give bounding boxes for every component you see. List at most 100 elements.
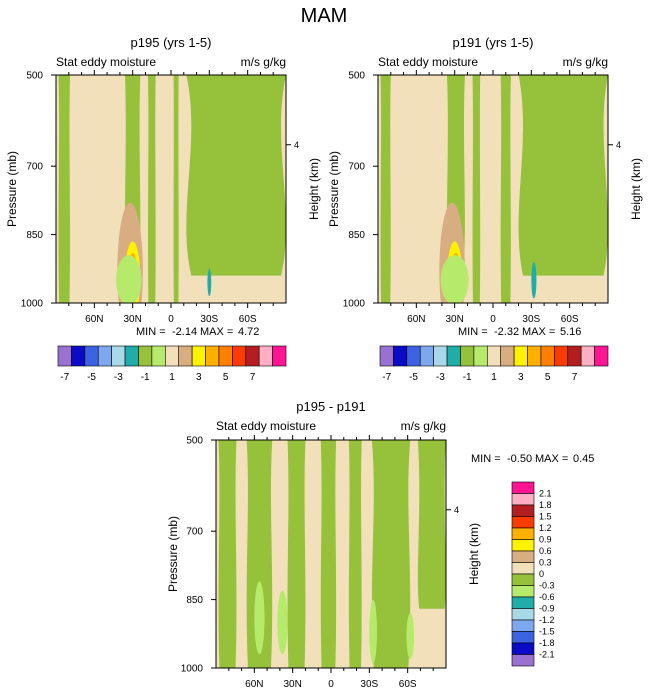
colorbar-swatch <box>511 516 535 529</box>
colorbar-label: -1.2 <box>539 615 555 625</box>
x-tick-label: 60S <box>399 679 417 690</box>
colorbar-label: -3 <box>436 372 445 383</box>
colorbar-swatch <box>511 619 535 632</box>
colorbar-swatch <box>511 573 535 586</box>
colorbar-swatch <box>419 345 434 367</box>
contour-band <box>148 75 156 303</box>
colorbar-swatch <box>511 642 535 655</box>
y-tick-label: 500 <box>26 71 43 82</box>
contour-band <box>320 440 337 668</box>
max-label: MAX = <box>200 326 233 338</box>
colorbar-difference: 2.11.8 1.51.2 0.90.6 0.30 -0.3-0.6 -0.9-1.2 -1… <box>511 481 555 667</box>
colorbar-swatch <box>486 345 502 367</box>
y-tick-label: 700 <box>348 162 365 173</box>
colorbar-swatch <box>446 345 461 367</box>
panel-p195: p195 (yrs 1-5) Stat eddy moisture m/s g/… <box>5 35 321 338</box>
colorbar-label: -3 <box>114 372 123 383</box>
x-tick-label: 30N <box>283 679 301 690</box>
colorbar-swatch <box>513 345 528 367</box>
contour-band <box>58 75 71 303</box>
height-axis-label: Height (km) <box>629 158 643 220</box>
colorbar-label: -7 <box>382 372 391 383</box>
contour-band <box>417 440 446 609</box>
panel-subtitle-right: m/s g/kg <box>563 55 608 69</box>
colorbar-swatch <box>57 345 72 367</box>
colorbar-swatch <box>111 345 126 367</box>
colorbar-label: 1 <box>491 372 497 383</box>
panel-title: p195 (yrs 1-5) <box>131 35 212 50</box>
contour-region <box>116 255 142 303</box>
colorbar-label: 3 <box>518 372 524 383</box>
x-tick-label: 60S <box>561 314 579 325</box>
x-tick-label: 30S <box>360 679 378 690</box>
colorbar-label: -2.1 <box>539 650 555 660</box>
colorbar-swatch <box>511 493 535 506</box>
contour-region <box>277 590 288 655</box>
y-tick-label: 1000 <box>21 299 44 310</box>
contour-band <box>173 75 179 303</box>
y-tick-label: 700 <box>186 527 203 538</box>
min-label: MIN = <box>471 453 501 465</box>
x-tick-label: 0 <box>328 679 334 690</box>
max-value: 4.72 <box>238 326 259 338</box>
contour-band <box>287 440 306 668</box>
colorbar-swatch <box>84 345 99 367</box>
colorbar-label: 2.1 <box>539 489 552 499</box>
colorbar-swatch <box>218 345 233 367</box>
y-axis-label: Pressure (mb) <box>5 151 19 227</box>
colorbar-swatch <box>540 345 555 367</box>
colorbar-label: 7 <box>572 372 578 383</box>
x-tick-label: 30N <box>445 314 463 325</box>
colorbar-label: 5 <box>545 372 551 383</box>
contour-plot: 60N 30N 0 30S 60S 500 700 850 1000 4 <box>21 70 299 325</box>
y-tick-label: 850 <box>186 595 203 606</box>
colorbar-swatch <box>511 631 535 644</box>
panel-subtitle-left: Stat eddy moisture <box>378 55 478 69</box>
colorbar-swatch <box>511 596 535 609</box>
max-value: 0.45 <box>573 453 594 465</box>
colorbar-swatch <box>500 345 515 367</box>
panel-subtitle-right: m/s g/kg <box>241 55 286 69</box>
min-label: MIN = <box>136 326 166 338</box>
colorbar-swatch <box>258 345 273 367</box>
y-tick-label: 500 <box>186 436 203 447</box>
y-axis-label: Pressure (mb) <box>166 516 180 592</box>
contour-plot: 60N 30N 0 30S 60S 500 700 850 1000 4 <box>181 435 459 690</box>
colorbar-swatch <box>554 345 569 367</box>
colorbar-label: -5 <box>409 372 418 383</box>
height-tick-label: 4 <box>454 505 459 515</box>
panel-subtitle-left: Stat eddy moisture <box>56 55 156 69</box>
y-tick-label: 500 <box>348 71 365 82</box>
colorbar-swatch <box>178 345 193 367</box>
colorbar-label: -1.8 <box>539 638 555 648</box>
colorbar-swatch <box>151 345 166 367</box>
colorbar-label: -0.9 <box>539 604 555 614</box>
contour-region <box>531 261 537 299</box>
colorbar-swatch <box>511 527 535 540</box>
height-axis-label: Height (km) <box>467 523 481 585</box>
y-tick-label: 700 <box>26 162 43 173</box>
contour-band <box>371 440 411 668</box>
max-label: MAX = <box>522 326 555 338</box>
colorbar-label: -0.6 <box>539 592 555 602</box>
colorbar-swatch <box>379 345 394 367</box>
colorbar-label: -7 <box>60 372 69 383</box>
colorbar-swatch <box>511 608 535 621</box>
contour-band <box>380 75 391 303</box>
y-tick-label: 1000 <box>181 664 204 675</box>
height-tick-label: 4 <box>616 140 621 150</box>
contour-region <box>406 613 415 659</box>
colorbar-label: 7 <box>250 372 256 383</box>
y-tick-label: 850 <box>26 230 43 241</box>
min-value: -2.14 <box>172 326 197 338</box>
min-label: MIN = <box>458 326 488 338</box>
colorbar-swatch <box>97 345 112 367</box>
colorbar-label: 3 <box>196 372 202 383</box>
x-tick-label: 60N <box>245 679 263 690</box>
contour-band <box>500 75 511 303</box>
colorbar-label: -1.5 <box>539 627 555 637</box>
colorbar-swatch <box>511 539 535 552</box>
contour-band <box>218 440 237 668</box>
panel-difference: p195 - p191 Stat eddy moisture m/s g/kg … <box>166 399 594 690</box>
max-value: 5.16 <box>560 326 581 338</box>
